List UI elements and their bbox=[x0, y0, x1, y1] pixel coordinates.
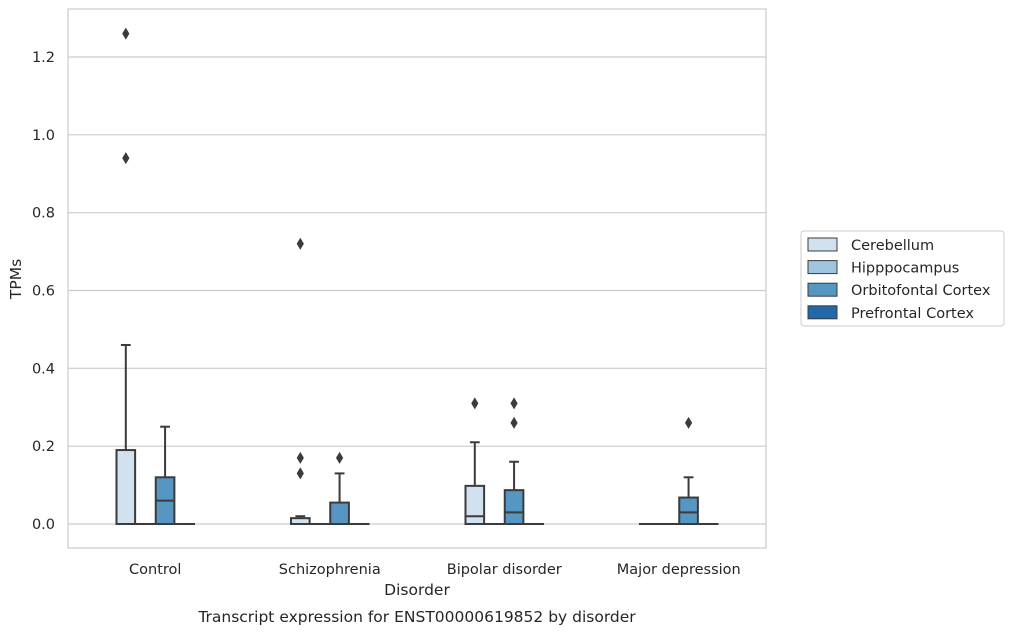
legend-label: Cerebellum bbox=[851, 238, 934, 254]
legend-swatch bbox=[807, 305, 838, 320]
legend-swatch bbox=[807, 237, 838, 252]
box-body bbox=[503, 489, 525, 525]
outlier-point bbox=[471, 397, 479, 410]
box-series bbox=[115, 27, 719, 526]
box-body bbox=[115, 449, 137, 525]
legend-label: Prefrontal Cortex bbox=[851, 306, 974, 322]
box-orbitofontal-cortex bbox=[678, 416, 699, 525]
box-orbitofontal-cortex bbox=[329, 451, 350, 525]
y-tick-labels: 0.0 0.2 0.4 0.6 0.8 1.0 1.2 bbox=[32, 50, 55, 533]
outlier-point bbox=[335, 451, 344, 464]
x-tick-label: Bipolar disorder bbox=[447, 562, 562, 578]
outlier-point bbox=[296, 467, 304, 480]
x-tick-label: Schizophrenia bbox=[279, 562, 381, 578]
outlier-point bbox=[510, 397, 518, 410]
plot-frame bbox=[67, 8, 767, 549]
x-tick-labels: Control Schizophrenia Bipolar disorder Majo… bbox=[129, 562, 741, 578]
y-tick-label: 0.8 bbox=[32, 206, 55, 222]
outlier-point bbox=[510, 416, 518, 429]
y-tick-label: 0.4 bbox=[32, 361, 55, 377]
box-cerebellum bbox=[464, 397, 486, 525]
box-cerebellum bbox=[115, 27, 137, 525]
box-cerebellum bbox=[289, 237, 311, 525]
x-tick-label: Major depression bbox=[617, 562, 741, 578]
outlier-point bbox=[122, 27, 130, 40]
y-axis-label: TPMs bbox=[7, 259, 25, 300]
outlier-point bbox=[296, 451, 304, 464]
x-axis-label: Disorder bbox=[384, 581, 450, 599]
box-orbitofontal-cortex bbox=[503, 397, 525, 525]
outlier-point bbox=[122, 152, 130, 165]
box-body bbox=[678, 496, 699, 525]
gridlines bbox=[68, 56, 766, 525]
y-tick-label: 0.2 bbox=[32, 439, 55, 455]
outlier-point bbox=[684, 416, 693, 429]
legend-swatch bbox=[807, 260, 838, 275]
y-tick-label: 1.0 bbox=[32, 128, 55, 144]
legend-frame bbox=[800, 230, 1005, 327]
y-tick-label: 1.2 bbox=[32, 50, 55, 66]
legend-label: Orbitofontal Cortex bbox=[851, 283, 991, 299]
x-tick-label: Control bbox=[129, 562, 181, 578]
outlier-point bbox=[296, 237, 304, 250]
box-orbitofontal-cortex bbox=[154, 425, 176, 525]
y-tick-label: 0.6 bbox=[32, 284, 55, 300]
legend-swatch bbox=[807, 282, 838, 297]
legend: Cerebellum Hipppocampus Orbitofontal Corte… bbox=[800, 230, 1005, 327]
box-body bbox=[329, 501, 350, 525]
y-tick-label: 0.0 bbox=[32, 517, 55, 533]
legend-label: Hipppocampus bbox=[851, 261, 959, 277]
box-body bbox=[464, 484, 486, 525]
chart-caption: Transcript expression for ENST0000061985… bbox=[197, 608, 636, 626]
